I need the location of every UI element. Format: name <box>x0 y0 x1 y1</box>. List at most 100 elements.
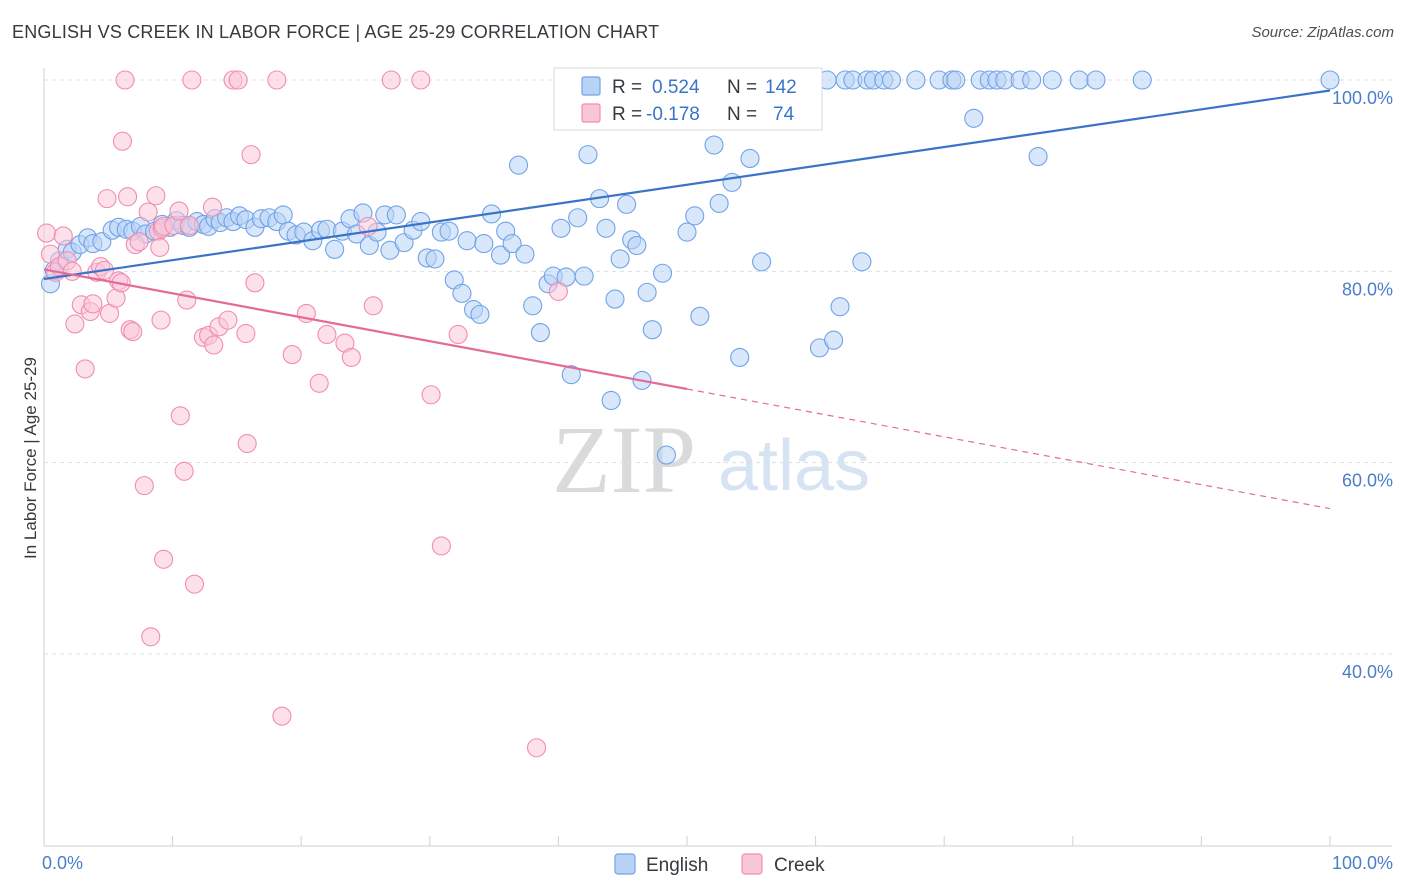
english-point-99 <box>690 306 710 326</box>
creek-point-73 <box>548 281 568 301</box>
english-point-140 <box>1069 70 1089 90</box>
english-point-94 <box>656 445 676 465</box>
english-point-127 <box>906 70 926 90</box>
trend-lines <box>43 89 1331 510</box>
english-point-98 <box>685 206 705 226</box>
english-point-91 <box>642 320 662 340</box>
creek-point-44 <box>184 574 205 594</box>
y-tick-label-100: 100.0% <box>1332 88 1393 108</box>
english-point-143 <box>1320 70 1340 90</box>
creek-n-value: 74 <box>773 104 795 125</box>
creek-point-56 <box>245 273 265 293</box>
stats-legend: R = 0.524 N = 142 R = -0.178 N = 74 <box>553 67 823 131</box>
english-point-109 <box>752 252 772 272</box>
english-point-137 <box>1022 70 1042 90</box>
creek-trend-line <box>43 268 688 391</box>
english-point-65 <box>490 245 511 265</box>
creek-point-38 <box>169 201 189 221</box>
english-point-139 <box>1042 70 1062 90</box>
creek-point-39 <box>170 406 190 426</box>
creek-point-30 <box>146 186 166 206</box>
creek-point-20 <box>115 70 135 90</box>
creek-point-28 <box>138 202 158 222</box>
creek-r-value: -0.178 <box>646 104 700 125</box>
creek-point-43 <box>182 70 202 90</box>
english-point-69 <box>515 244 535 264</box>
english-n-value: 142 <box>765 77 797 98</box>
english-point-101 <box>704 135 724 155</box>
creek-point-21 <box>112 131 132 151</box>
axes <box>43 68 1392 847</box>
creek-point-72 <box>526 738 547 758</box>
english-point-76 <box>561 365 581 385</box>
creek-point-61 <box>309 373 329 393</box>
source-label: Source: ZipAtlas.com <box>1251 24 1394 41</box>
creek-point-53 <box>236 323 256 344</box>
english-point-105 <box>730 347 750 367</box>
x-tick-label-min: 0.0% <box>42 853 83 873</box>
english-point-97 <box>677 222 697 242</box>
english-point-71 <box>530 323 550 343</box>
creek-point-26 <box>129 232 149 252</box>
english-point-86 <box>617 194 637 214</box>
english-point-126 <box>881 70 902 90</box>
english-point-85 <box>610 249 630 269</box>
chart-title: ENGLISH VS CREEK IN LABOR FORCE | AGE 25… <box>12 22 660 42</box>
english-point-107 <box>740 148 760 168</box>
english-point-57 <box>439 221 459 241</box>
y-axis-title: In Labor Force | Age 25-29 <box>21 357 40 559</box>
english-point-102 <box>709 193 729 213</box>
english-point-78 <box>574 266 594 286</box>
english-point-77 <box>568 208 588 228</box>
gridlines <box>44 79 1392 655</box>
creek-points <box>37 70 568 758</box>
legend-english-label: English <box>646 855 708 876</box>
creek-point-6 <box>62 261 82 281</box>
creek-point-9 <box>75 359 95 379</box>
english-point-62 <box>470 304 490 324</box>
creek-point-15 <box>97 189 117 209</box>
creek-point-27 <box>134 476 154 496</box>
english-point-63 <box>474 234 494 254</box>
english-point-138 <box>1028 146 1048 167</box>
english-point-53 <box>411 212 431 232</box>
creek-point-35 <box>151 310 171 330</box>
english-point-50 <box>386 205 406 225</box>
creek-point-52 <box>228 70 248 90</box>
english-point-90 <box>637 282 657 302</box>
creek-point-69 <box>421 385 441 405</box>
english-point-83 <box>601 390 621 411</box>
english-point-79 <box>578 145 598 165</box>
creek-point-55 <box>241 145 261 165</box>
creek-point-47 <box>202 197 223 217</box>
creek-point-7 <box>65 314 85 334</box>
english-point-68 <box>508 155 529 175</box>
y-tick-label-60: 60.0% <box>1342 471 1393 491</box>
creek-r-label: R = <box>612 104 642 125</box>
x-ticks <box>172 836 1331 846</box>
creek-point-29 <box>141 627 161 647</box>
creek-point-71 <box>448 324 468 345</box>
english-point-82 <box>596 218 616 238</box>
creek-swatch <box>581 103 601 123</box>
creek-point-48 <box>204 335 224 355</box>
x-tick-label-max: 100.0% <box>1332 853 1393 873</box>
creek-point-11 <box>83 294 103 314</box>
creek-point-70 <box>431 536 451 556</box>
y-tick-label-80: 80.0% <box>1342 279 1393 299</box>
creek-point-42 <box>179 215 199 235</box>
english-point-141 <box>1086 70 1106 90</box>
english-swatch <box>581 76 601 96</box>
legend-creek-swatch <box>741 853 763 875</box>
creek-n-label: N = <box>727 104 757 125</box>
english-point-34 <box>273 205 293 225</box>
english-n-label: N = <box>727 77 757 98</box>
creek-point-64 <box>341 347 361 367</box>
english-point-122 <box>852 252 872 272</box>
english-r-label: R = <box>612 77 642 98</box>
creek-point-36 <box>154 549 174 569</box>
creek-point-68 <box>411 70 431 90</box>
english-point-118 <box>824 330 844 350</box>
series-legend: English Creek <box>614 853 825 876</box>
creek-point-54 <box>237 433 257 454</box>
